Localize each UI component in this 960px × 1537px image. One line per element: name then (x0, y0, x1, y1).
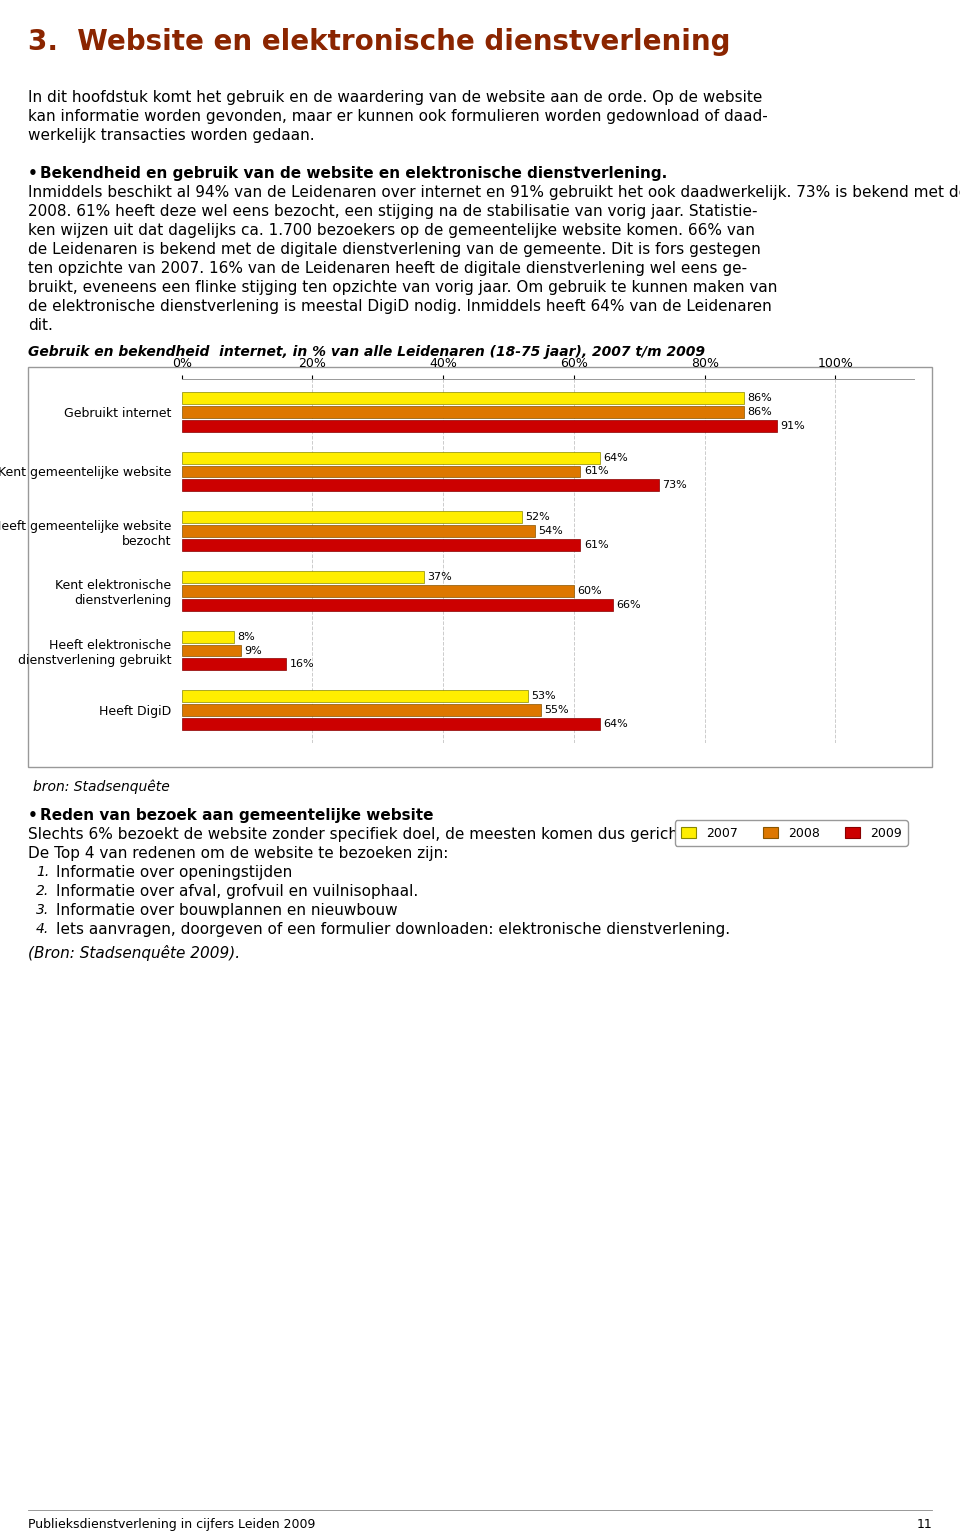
Text: Informatie over afval, grofvuil en vuilnisophaal.: Informatie over afval, grofvuil en vuiln… (56, 884, 419, 899)
Text: 61%: 61% (584, 467, 609, 476)
Text: De Top 4 van redenen om de website te bezoeken zijn:: De Top 4 van redenen om de website te be… (28, 845, 448, 861)
Text: •: • (28, 808, 37, 822)
Text: de Leidenaren is bekend met de digitale dienstverlening van de gemeente. Dit is : de Leidenaren is bekend met de digitale … (28, 241, 760, 257)
Text: 86%: 86% (747, 407, 772, 417)
Text: 55%: 55% (544, 705, 569, 715)
Legend: 2007, 2008, 2009: 2007, 2008, 2009 (675, 821, 907, 845)
Bar (181, 658, 286, 670)
Bar (181, 598, 613, 610)
Bar (181, 718, 600, 730)
Bar (181, 586, 574, 596)
Bar (181, 406, 744, 418)
Text: 2.: 2. (36, 884, 49, 898)
Text: Inmiddels beschikt al 94% van de Leidenaren over internet en 91% gebruikt het oo: Inmiddels beschikt al 94% van de Leidena… (28, 184, 960, 200)
Bar (181, 526, 535, 536)
Bar (181, 704, 541, 716)
Text: Gebruik en bekendheid  internet, in % van alle Leidenaren (18-75 jaar), 2007 t/m: Gebruik en bekendheid internet, in % van… (28, 344, 705, 360)
Text: 8%: 8% (237, 632, 255, 642)
Bar (181, 420, 777, 432)
Text: 52%: 52% (525, 512, 550, 523)
Bar (181, 452, 600, 464)
Text: 61%: 61% (584, 539, 609, 550)
Text: •: • (28, 166, 37, 181)
Text: 37%: 37% (427, 572, 451, 583)
Text: 91%: 91% (780, 421, 804, 430)
Text: In dit hoofdstuk komt het gebruik en de waardering van de website aan de orde. O: In dit hoofdstuk komt het gebruik en de … (28, 91, 762, 105)
Text: Publieksdienstverlening in cijfers Leiden 2009: Publieksdienstverlening in cijfers Leide… (28, 1519, 316, 1531)
Text: 9%: 9% (244, 646, 261, 655)
Text: Reden van bezoek aan gemeentelijke website: Reden van bezoek aan gemeentelijke websi… (40, 808, 434, 822)
Text: ken wijzen uit dat dagelijks ca. 1.700 bezoekers op de gemeentelijke website kom: ken wijzen uit dat dagelijks ca. 1.700 b… (28, 223, 755, 238)
Text: Bekendheid en gebruik van de website en elektronische dienstverlening.: Bekendheid en gebruik van de website en … (40, 166, 667, 181)
Text: 64%: 64% (604, 719, 628, 729)
Text: 54%: 54% (538, 526, 563, 536)
Text: kan informatie worden gevonden, maar er kunnen ook formulieren worden gedownload: kan informatie worden gevonden, maar er … (28, 109, 768, 124)
Text: Slechts 6% bezoekt de website zonder specifiek doel, de meesten komen dus gerich: Slechts 6% bezoekt de website zonder spe… (28, 827, 748, 842)
Text: Informatie over bouwplannen en nieuwbouw: Informatie over bouwplannen en nieuwbouw (56, 904, 397, 918)
Text: werkelijk transacties worden gedaan.: werkelijk transacties worden gedaan. (28, 128, 315, 143)
Text: 73%: 73% (662, 480, 687, 490)
Bar (181, 630, 234, 642)
Text: 4.: 4. (36, 922, 49, 936)
Bar (181, 690, 528, 702)
Bar (181, 644, 241, 656)
Text: dit.: dit. (28, 318, 53, 334)
Bar (181, 466, 581, 478)
Text: 60%: 60% (577, 586, 602, 596)
Text: de elektronische dienstverlening is meestal DigiD nodig. Inmiddels heeft 64% van: de elektronische dienstverlening is mees… (28, 300, 772, 314)
Text: 11: 11 (916, 1519, 932, 1531)
Text: 53%: 53% (532, 692, 556, 701)
Text: 3.: 3. (36, 904, 49, 918)
Text: (Bron: Stadsenquête 2009).: (Bron: Stadsenquête 2009). (28, 945, 240, 961)
Bar (28, 367, 932, 767)
Text: Iets aanvragen, doorgeven of een formulier downloaden: elektronische dienstverle: Iets aanvragen, doorgeven of een formuli… (56, 922, 731, 938)
Text: bron: Stadsenquête: bron: Stadsenquête (33, 779, 170, 793)
Text: 64%: 64% (604, 453, 628, 463)
Bar (181, 539, 581, 550)
Text: 66%: 66% (616, 599, 641, 610)
Bar (181, 392, 744, 404)
Text: Informatie over openingstijden: Informatie over openingstijden (56, 865, 292, 881)
Text: 1.: 1. (36, 865, 49, 879)
Bar (181, 480, 659, 492)
Text: bruikt, eveneens een flinke stijging ten opzichte van vorig jaar. Om gebruik te : bruikt, eveneens een flinke stijging ten… (28, 280, 778, 295)
Bar (181, 572, 423, 583)
Text: 86%: 86% (747, 393, 772, 403)
Text: 2008. 61% heeft deze wel eens bezocht, een stijging na de stabilisatie van vorig: 2008. 61% heeft deze wel eens bezocht, e… (28, 204, 757, 218)
Text: 3.  Website en elektronische dienstverlening: 3. Website en elektronische dienstverlen… (28, 28, 731, 55)
Bar (181, 512, 521, 524)
Text: 16%: 16% (290, 659, 314, 669)
Text: ten opzichte van 2007. 16% van de Leidenaren heeft de digitale dienstverlening w: ten opzichte van 2007. 16% van de Leiden… (28, 261, 747, 277)
